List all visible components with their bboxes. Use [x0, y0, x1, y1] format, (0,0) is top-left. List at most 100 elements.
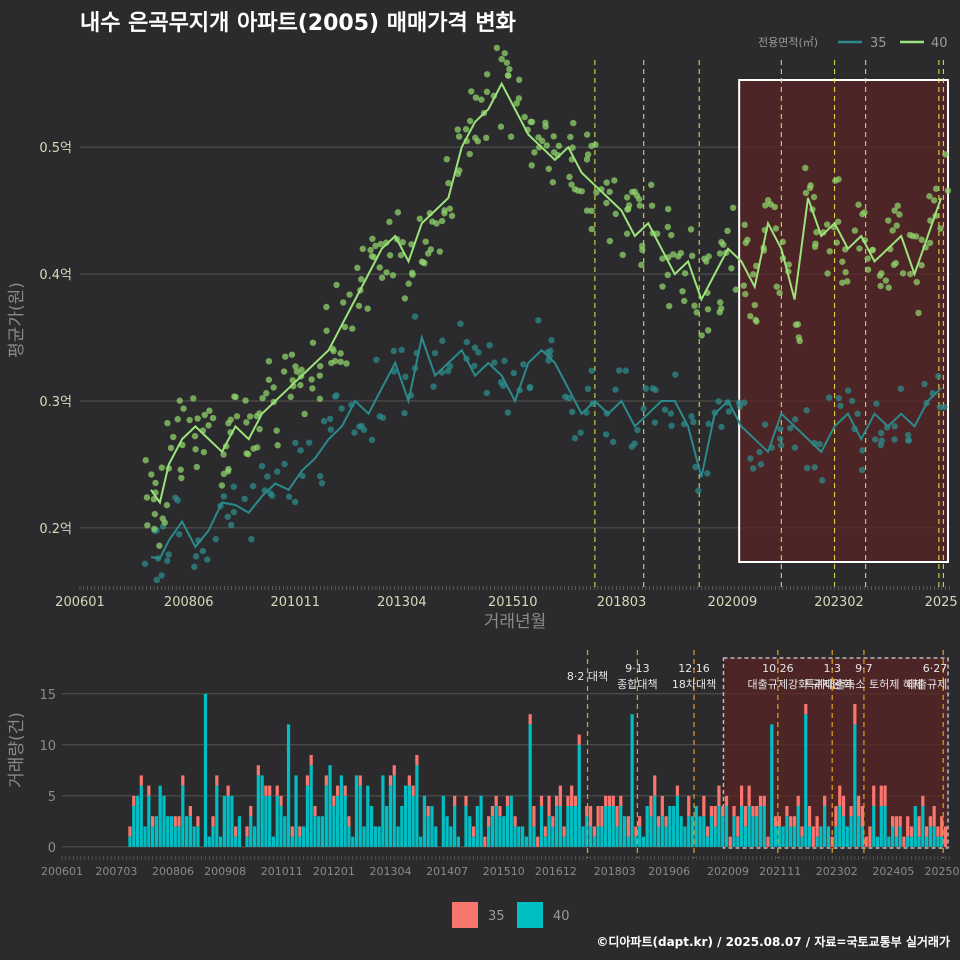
volume-bar-35 [249, 806, 253, 817]
volume-bar-40 [298, 836, 302, 847]
volume-bar-40 [936, 836, 940, 847]
volume-bar-35 [539, 795, 544, 807]
volume-bar-40 [773, 826, 778, 847]
scatter-point-40 [298, 366, 305, 374]
volume-bar-40 [539, 806, 544, 847]
volume-bar-40 [898, 826, 902, 847]
policy-annotation: 9·7 [855, 662, 873, 675]
scatter-point-35 [446, 362, 454, 370]
scatter-point-40 [176, 397, 183, 404]
scatter-point-40 [483, 134, 490, 142]
scatter-point-40 [792, 321, 800, 328]
volume-bar-35 [838, 785, 842, 807]
volume-bar-35 [407, 775, 411, 786]
volume-x-tick-label: 202507 [924, 865, 960, 878]
scatter-point-35 [661, 406, 669, 413]
scatter-point-40 [521, 113, 528, 121]
scatter-point-40 [270, 384, 277, 391]
volume-bar-35 [849, 806, 853, 817]
volume-bar-35 [264, 785, 268, 796]
volume-bar-35 [709, 806, 713, 817]
volume-bar-40 [622, 816, 627, 847]
volume-bar-40 [252, 826, 257, 847]
scatter-point-40 [474, 138, 481, 145]
scatter-point-40 [542, 119, 549, 126]
volume-bar-40 [521, 826, 525, 847]
scatter-point-40 [158, 464, 165, 471]
scatter-point-35 [153, 576, 160, 584]
volume-bar-40 [638, 826, 642, 847]
volume-bar-35 [577, 734, 581, 745]
volume-bar-40 [924, 836, 929, 847]
volume-bar-40 [332, 806, 336, 847]
scatter-point-40 [483, 71, 491, 78]
scatter-point-40 [704, 306, 712, 313]
scatter-point-40 [583, 131, 591, 138]
scatter-point-40 [623, 194, 631, 201]
volume-bar-40 [653, 795, 657, 847]
policy-annotation: 특례대출축소 토허제 해제 [805, 677, 923, 691]
volume-bar-35 [823, 795, 827, 807]
volume-bar-40 [860, 826, 865, 847]
scatter-point-35 [569, 408, 576, 416]
policy-annotation: 대출규제 [907, 678, 947, 691]
volume-bar-40 [736, 836, 740, 847]
scatter-point-35 [609, 438, 617, 446]
scatter-point-35 [577, 429, 584, 436]
volume-bar-35 [872, 785, 876, 807]
scatter-point-35 [430, 383, 437, 390]
x-tick-label: 201304 [377, 595, 427, 610]
volume-bar-40 [841, 816, 846, 847]
scatter-point-40 [358, 276, 365, 283]
scatter-point-40 [679, 288, 686, 295]
scatter-point-40 [466, 150, 473, 158]
scatter-point-40 [611, 177, 618, 184]
legend-title: 전용면적(㎡) [758, 36, 818, 49]
volume-bar-35 [656, 816, 661, 827]
y-tick-label: 0.4억 [39, 268, 72, 283]
volume-bar-40 [434, 826, 438, 847]
volume-bar-40 [709, 816, 713, 847]
volume-bar-35 [785, 806, 789, 817]
scatter-point-35 [285, 493, 293, 500]
volume-bar-40 [834, 826, 838, 847]
volume-bar-35 [638, 816, 642, 827]
scatter-point-35 [941, 403, 948, 411]
volume-bar-35 [736, 816, 740, 837]
scatter-point-40 [839, 258, 846, 265]
scatter-point-40 [445, 179, 452, 187]
scatter-point-40 [343, 360, 350, 367]
volume-bar-40 [381, 775, 385, 847]
volume-bar-35 [634, 826, 638, 837]
x-tick-label: 202009 [708, 595, 758, 610]
scatter-point-40 [807, 182, 814, 189]
volume-bar-35 [660, 795, 664, 817]
volume-bar-35 [921, 795, 925, 807]
scatter-point-35 [249, 482, 257, 490]
scatter-point-40 [287, 393, 294, 401]
scatter-point-35 [634, 426, 641, 434]
scatter-point-40 [180, 405, 187, 412]
volume-bar-40 [687, 816, 691, 847]
volume-bar-40 [234, 836, 238, 847]
volume-bar-40 [373, 826, 377, 847]
legend-bar-40-label: 40 [553, 909, 570, 924]
scatter-point-35 [891, 436, 898, 443]
volume-x-tick-label: 200908 [204, 865, 246, 878]
scatter-point-40 [812, 240, 819, 247]
volume-bar-40 [128, 836, 132, 847]
scatter-point-35 [548, 337, 555, 344]
volume-x-tick-label: 201803 [594, 865, 636, 878]
policy-annotation: 9·13 [625, 662, 650, 675]
volume-bar-35 [573, 795, 578, 807]
volume-bar-35 [883, 785, 887, 807]
volume-bar-35 [894, 816, 898, 837]
policy-annotation: 대출규제강화 [747, 678, 808, 691]
policy-annotation: 1·3 [823, 662, 841, 675]
scatter-point-40 [531, 149, 538, 156]
volume-bar-40 [717, 806, 721, 847]
scatter-point-35 [547, 347, 554, 355]
scatter-point-40 [354, 264, 361, 272]
volume-y-tick-label: 0 [48, 841, 56, 856]
volume-bar-40 [343, 795, 347, 847]
